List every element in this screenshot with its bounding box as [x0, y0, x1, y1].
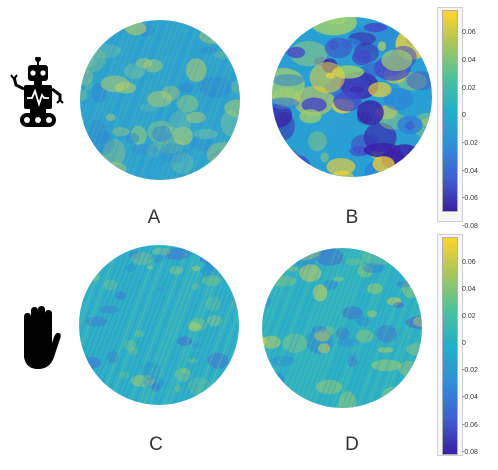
panel-c-label: C	[149, 434, 163, 455]
colorbar-top-tick: -0.06	[462, 195, 478, 202]
colorbar-bottom-frame	[437, 234, 463, 456]
panel-a-map	[80, 20, 240, 180]
colorbar-top	[442, 10, 458, 212]
colorbar-bottom-tick: 0.02	[462, 313, 476, 320]
colorbar-bottom-tick: -0.06	[462, 422, 478, 429]
hand-icon	[14, 305, 62, 371]
colorbar-bottom-tick: -0.02	[462, 367, 478, 374]
colorbar-top-frame	[437, 7, 463, 222]
colorbar-top-tick: 0	[462, 112, 466, 119]
colorbar-bottom-tick: 0	[462, 340, 466, 347]
panel-d-map	[262, 248, 422, 408]
colorbar-top-tick: -0.02	[462, 140, 478, 147]
colorbar-top-tick: 0.02	[462, 85, 476, 92]
colorbar-bottom-tick: -0.08	[462, 449, 478, 456]
colorbar-bottom	[442, 237, 458, 455]
colorbar-top-tick: -0.04	[462, 168, 478, 175]
colorbar-bottom-tick: -0.04	[462, 394, 478, 401]
colorbar-top-tick: 0.06	[462, 29, 476, 36]
colorbar-top-tick: 0.04	[462, 57, 476, 64]
panel-a-label: A	[147, 207, 161, 228]
colorbar-bottom-tick: 0.04	[462, 286, 476, 293]
robot-icon	[10, 56, 66, 131]
panel-b-map	[272, 17, 432, 177]
panel-c-map	[79, 245, 239, 405]
panel-b-label: B	[345, 207, 359, 228]
colorbar-top-tick: -0.08	[462, 223, 478, 230]
colorbar-bottom-tick: 0.06	[462, 259, 476, 266]
panel-d-label: D	[345, 434, 359, 455]
